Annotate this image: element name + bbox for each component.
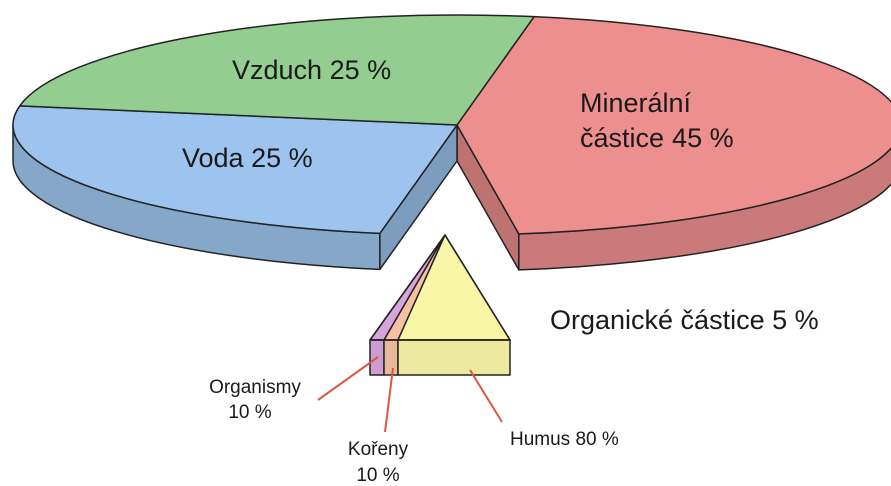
leader-line bbox=[469, 369, 503, 423]
value-label: 5 % bbox=[772, 305, 819, 335]
exploded-slice bbox=[369, 234, 511, 341]
value-label: 45 % bbox=[672, 123, 734, 153]
slice-label: Vzduch 25 % bbox=[232, 55, 391, 85]
pyramid-front bbox=[383, 339, 399, 376]
value-label: 25 % bbox=[251, 143, 313, 173]
slice-label: Organické částice 5 % bbox=[550, 305, 819, 335]
value-label: 25 % bbox=[330, 55, 392, 85]
category: Vzduch bbox=[232, 55, 322, 85]
marks bbox=[12, 14, 891, 376]
segment-label: Humus 80 % bbox=[510, 429, 619, 450]
pyramid-front bbox=[397, 339, 511, 376]
slice bbox=[12, 105, 458, 235]
slice bbox=[456, 15, 891, 235]
segment-label: Kořeny bbox=[348, 439, 409, 460]
leader-line bbox=[384, 367, 394, 433]
leader-line bbox=[317, 356, 379, 401]
category: Organické částice bbox=[550, 305, 765, 335]
slice bbox=[18, 14, 535, 126]
slice-label: Voda 25 % bbox=[182, 143, 313, 173]
value-label: 80 % bbox=[575, 429, 618, 450]
category: Humus bbox=[510, 429, 570, 450]
label-line: Minerální bbox=[580, 88, 692, 118]
category: Voda bbox=[182, 143, 245, 173]
value-label: 10 % bbox=[228, 402, 271, 423]
value-label: 10 % bbox=[356, 465, 399, 486]
label-line: částice bbox=[580, 123, 664, 153]
slice-label: Minerální částice bbox=[580, 88, 692, 153]
segment-label: Organismy bbox=[209, 377, 301, 398]
